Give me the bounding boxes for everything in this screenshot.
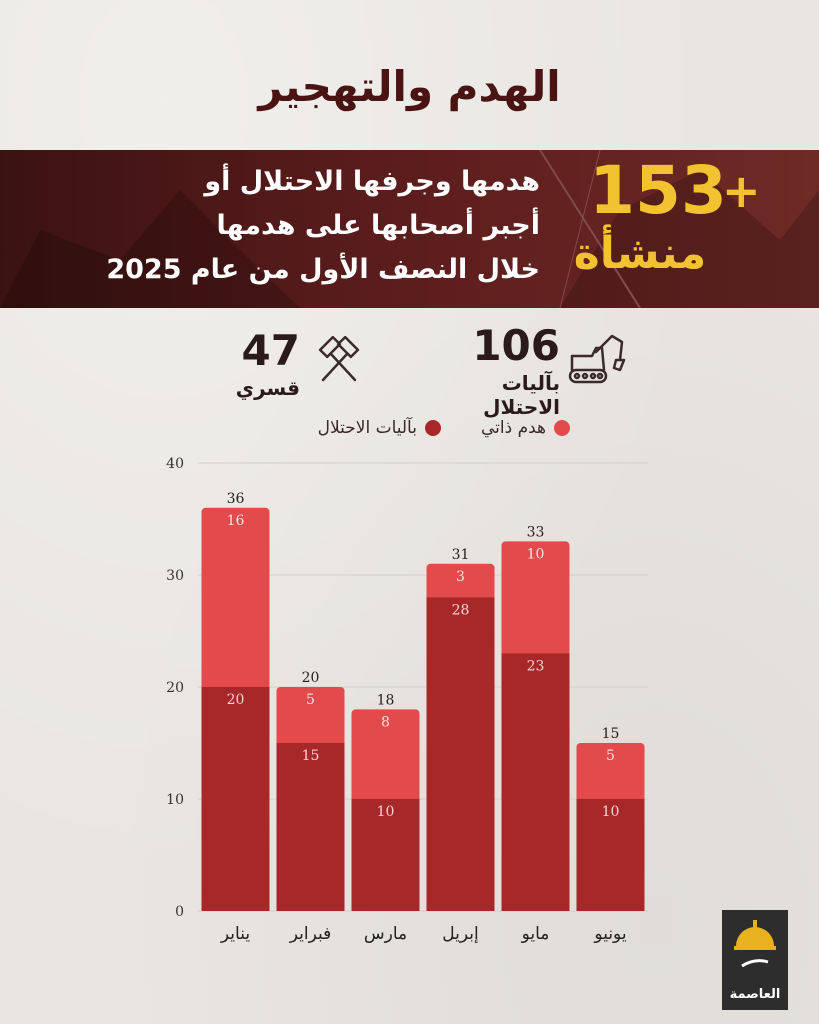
bar-label-occupation: 28 [452,602,470,618]
x-tick-label: فبراير [289,924,331,944]
bar-total-label: 31 [452,547,470,563]
x-tick-label: يونيو [593,924,626,944]
x-tick-label: يناير [220,924,250,944]
total-unit: منشأة [573,228,707,279]
bar-total-label: 20 [302,670,320,686]
legend-label-occupation: بآليات الاحتلال [317,418,417,438]
legend-swatch-occupation [424,420,441,436]
dome-logo-icon [734,920,776,968]
stat-occupation-value: 106 [472,321,560,370]
bar-label-self: 8 [381,714,390,730]
hammers-icon [318,336,360,382]
x-tick-label: مايو [521,924,550,944]
bar-label-self: 10 [527,546,545,562]
y-tick-label: 40 [166,456,184,472]
legend-item-self: هدم ذاتي [481,418,570,438]
banner-text: هدمها وجرفها الاحتلال أو أجبر أصحابها عل… [60,160,540,292]
excavator-icon [568,334,626,384]
stat-forced-label: قسري [235,376,300,400]
bar-label-self: 5 [606,748,615,764]
bar-label-self: 5 [306,692,315,708]
bar-occupation [276,743,345,911]
banner-texture [0,150,819,308]
x-tick-label: مارس [364,924,407,944]
stat-forced-value: 47 [241,326,300,375]
summary-banner [0,150,819,308]
banner-line-1: هدمها وجرفها الاحتلال أو [204,166,540,197]
y-tick-label: 10 [166,792,184,808]
page-title: الهدم والتهجير [258,62,561,111]
bar-occupation [426,597,495,911]
chart-legend: هدم ذاتي بآليات الاحتلال [250,415,570,441]
stat-occupation-label: بآليات الاحتلال [483,371,560,419]
stat-occupation: 106 بآليات الاحتلال [420,321,560,420]
banner-line-3: خلال النصف الأول من عام 2025 [106,254,540,285]
total-number: 153 [589,152,727,229]
bar-label-occupation: 10 [602,804,620,820]
y-tick-label: 30 [166,568,184,584]
bar-label-occupation: 15 [302,748,320,764]
stat-forced: 47 قسري [220,326,300,401]
stacked-bar-chart: 0 10 20 30 40 20 16 36 يناير 15 5 20 فبراير 10 8 18 مارس… [166,456,648,944]
bar-occupation [501,653,570,911]
legend-item-occupation: بآليات الاحتلال [318,418,441,438]
bar-occupation [351,799,420,911]
y-tick-label: 20 [166,680,184,696]
bar-label-self: 16 [227,513,245,529]
bar-label-occupation: 20 [227,692,245,708]
plus-sign: + [722,164,761,218]
legend-swatch-self [554,420,570,436]
bar-occupation [576,799,645,911]
bar-occupation [201,687,270,911]
legend-label-self: هدم ذاتي [480,418,546,438]
brand-logo: العاصمة [722,910,788,1010]
y-tick-label: 0 [175,904,184,920]
bar-total-label: 36 [227,491,245,507]
bar-total-label: 18 [377,692,395,708]
bar-label-self: 3 [456,569,465,585]
banner-line-2: أجبر أصحابها على هدمها [216,210,540,241]
brand-logo-text: العاصمة [729,987,781,1002]
bar-total-label: 33 [527,524,545,540]
bar-label-occupation: 23 [527,658,545,674]
x-tick-label: إبريل [442,924,478,944]
bar-total-label: 15 [602,726,620,742]
bar-label-occupation: 10 [377,804,395,820]
